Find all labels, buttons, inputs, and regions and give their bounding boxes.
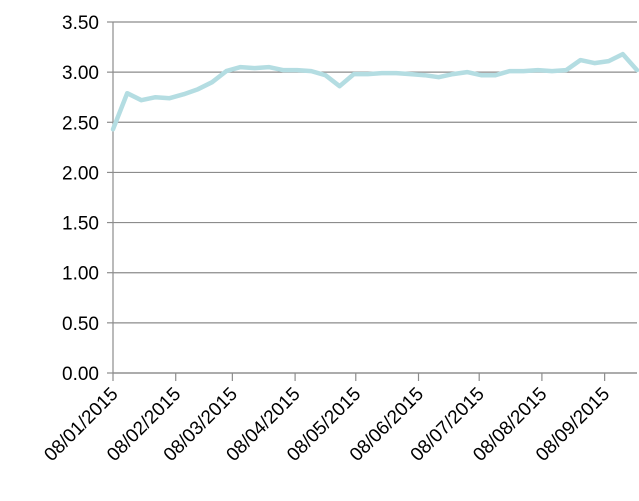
y-tick-label: 3.50 [62,13,99,34]
series-line [110,51,639,132]
y-axis-labels: 0.00 0.50 1.00 1.50 2.00 2.50 3.00 3.50 [62,13,99,385]
y-tick-label: 1.50 [62,214,99,235]
x-axis-labels: 08/01/201508/02/201508/03/201508/04/2015… [40,384,614,466]
y-tick-label: 0.00 [62,364,99,385]
y-tick-label: 2.00 [62,163,99,184]
y-tick-label: 1.00 [62,264,99,285]
y-tick-label: 3.00 [62,63,99,84]
y-tick-label: 0.50 [62,314,99,335]
y-tick-label: 2.50 [62,113,99,134]
